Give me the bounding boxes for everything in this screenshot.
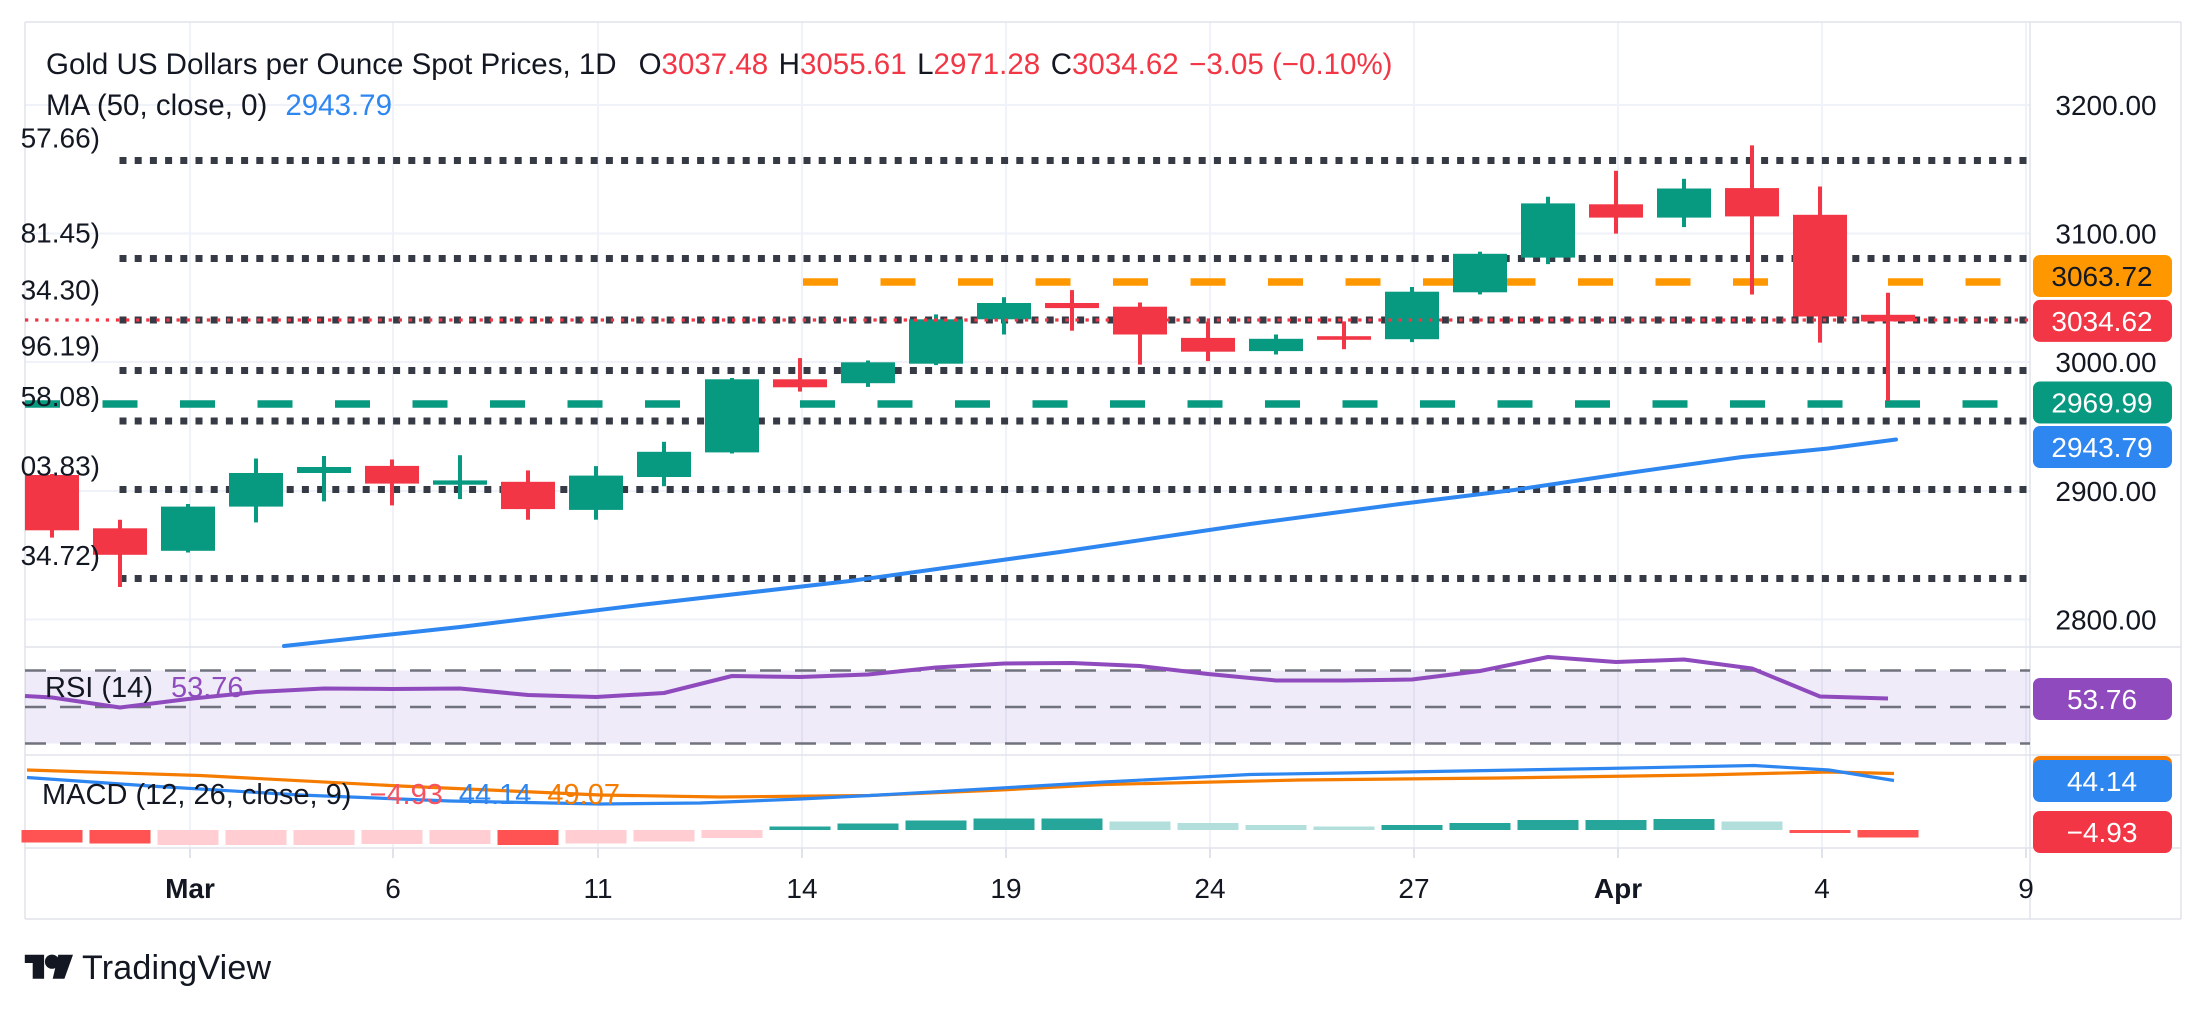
- svg-text:27: 27: [1398, 873, 1429, 904]
- svg-text:2943.79: 2943.79: [2051, 432, 2152, 463]
- svg-text:TradingView: TradingView: [82, 949, 272, 987]
- svg-text:96.19): 96.19): [21, 331, 100, 362]
- svg-text:53.76: 53.76: [2067, 684, 2137, 715]
- svg-text:3063.72: 3063.72: [2051, 261, 2152, 292]
- svg-text:2900.00: 2900.00: [2055, 476, 2156, 507]
- svg-text:81.45): 81.45): [21, 218, 100, 249]
- svg-text:2969.99: 2969.99: [2051, 388, 2152, 419]
- svg-text:57.66): 57.66): [21, 123, 100, 154]
- svg-text:34.30): 34.30): [21, 275, 100, 306]
- svg-text:03.83): 03.83): [21, 451, 100, 482]
- svg-text:−4.93: −4.93: [2067, 817, 2138, 848]
- svg-text:24: 24: [1194, 873, 1225, 904]
- svg-text:3100.00: 3100.00: [2055, 219, 2156, 250]
- svg-text:14: 14: [786, 873, 817, 904]
- svg-text:44.14: 44.14: [2067, 766, 2137, 797]
- svg-text:34.72): 34.72): [21, 540, 100, 571]
- svg-text:3000.00: 3000.00: [2055, 347, 2156, 378]
- svg-text:Gold US Dollars per Ounce Spot: Gold US Dollars per Ounce Spot Prices, 1…: [46, 48, 1393, 81]
- svg-text:19: 19: [990, 873, 1021, 904]
- svg-text:58.08): 58.08): [21, 381, 100, 412]
- svg-text:MA (50, close, 0)2943.79: MA (50, close, 0) 2943.79: [46, 89, 392, 122]
- svg-text:2800.00: 2800.00: [2055, 605, 2156, 636]
- svg-text:4: 4: [1814, 873, 1830, 904]
- svg-text:6: 6: [385, 873, 401, 904]
- svg-text:11: 11: [583, 873, 612, 904]
- svg-text:RSI (14)53.76: RSI (14) 53.76: [45, 672, 244, 704]
- svg-text:9: 9: [2018, 873, 2034, 904]
- svg-text:Apr: Apr: [1594, 873, 1642, 904]
- svg-text:3200.00: 3200.00: [2055, 90, 2156, 121]
- svg-text:3034.62: 3034.62: [2051, 306, 2152, 337]
- svg-text:Mar: Mar: [165, 873, 215, 904]
